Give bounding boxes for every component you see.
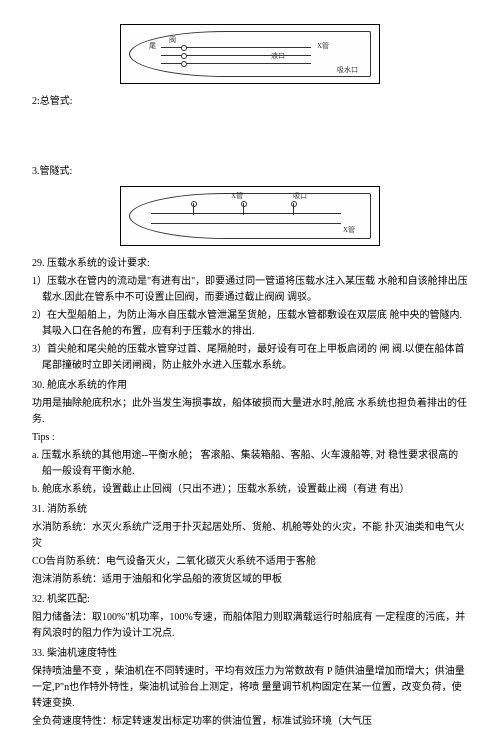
diagram-label: X管 — [343, 225, 355, 236]
para-30-1: 功用是抽除舱底积水；此外当发生海损事故，船体破损而大量进水时,舱底 水系统也担负… — [32, 396, 468, 428]
valve-icon — [181, 45, 187, 51]
heading-31: 31. 消防系统 — [32, 502, 468, 518]
pipe-line — [193, 203, 194, 215]
ship-outline — [129, 193, 371, 239]
para-29-3: 3）首尖舱和尾尖舱的压载水管穿过首、尾隔舱时，最好设有可在上甲板启闭的 闸 阀.… — [32, 342, 468, 374]
spacer — [32, 116, 468, 158]
diagram-label: 液口 — [271, 51, 285, 62]
pipe-line — [151, 223, 341, 224]
tips-b: b. 舱底水系统，设置截止止回阀（只出不进）；压载水系统，设置截止阀（有进 有出… — [32, 482, 468, 498]
pipe-line — [243, 203, 244, 215]
diagram-label: 吸口 — [293, 191, 307, 202]
diagram-label: 尾 — [149, 41, 156, 52]
para-33-2: 全负荷速度特性：标定转速发出标定功率的供油位置，标准试验环境（大气压 — [32, 714, 468, 730]
valve-icon — [181, 53, 187, 59]
heading-30: 30. 舱底水系统的作用 — [32, 378, 468, 394]
para-31-2: CO告肖防系统：电气设备灭火，二氧化碳灭火系统不适用于客舱 — [32, 554, 468, 570]
diagram-label: 吸水口 — [337, 65, 358, 76]
diagram-1: 尾 阀 X管 液口 吸水口 — [120, 24, 380, 84]
valve-icon — [191, 201, 197, 207]
diagram-label: 阀 — [169, 35, 176, 46]
pipe-line — [151, 213, 341, 214]
section-2-label: 2:总管式: — [32, 94, 468, 110]
diagram-label: X管 — [231, 191, 243, 202]
ship-outline — [129, 31, 371, 77]
para-31-3: 泡沫消防系统：适用于油船和化学品船的液货区域的甲板 — [32, 572, 468, 588]
para-31-1: 水消防系统：水灭火系统广泛用于扑灭起居处所、货舱、机舱等处的火灾，不能 扑灭油类… — [32, 520, 468, 552]
pipe-line — [293, 203, 294, 215]
diagram-label: X管 — [317, 41, 329, 52]
tips-label: Tips : — [32, 430, 468, 446]
para-33-1: 保持喷油量不变 ，柴油机在不同转速时，平均有效压力为常数故有 P 随供油量增加而… — [32, 664, 468, 712]
para-29-1: 1）压载水在管内的流动是"有进有出"，即要通过同一管道将压载水注入某压载 水舱和… — [32, 274, 468, 306]
section-3-label: 3.管隧式: — [32, 164, 468, 180]
para-32-1: 阻力储备法：取100%"机功率，100%专速，而船体阻力则取满载运行时船底有 一… — [32, 610, 468, 642]
para-29-2: 2）在大型船舶上，为防止海水自压载水管泄漏至货舱，压载水管都敷设在双层底 舱中央… — [32, 308, 468, 340]
valve-icon — [181, 61, 187, 67]
heading-32: 32. 机桨匹配: — [32, 592, 468, 608]
heading-33: 33. 柴油机速度特性 — [32, 646, 468, 662]
heading-29: 29. 压载水系统的设计要求: — [32, 256, 468, 272]
tips-a: a. 压载水系统的其他用途--平衡水舱； 客滚船、集装箱船、客船、火车渡船等, … — [32, 448, 468, 480]
diagram-2: X管 吸口 X管 — [120, 186, 380, 246]
